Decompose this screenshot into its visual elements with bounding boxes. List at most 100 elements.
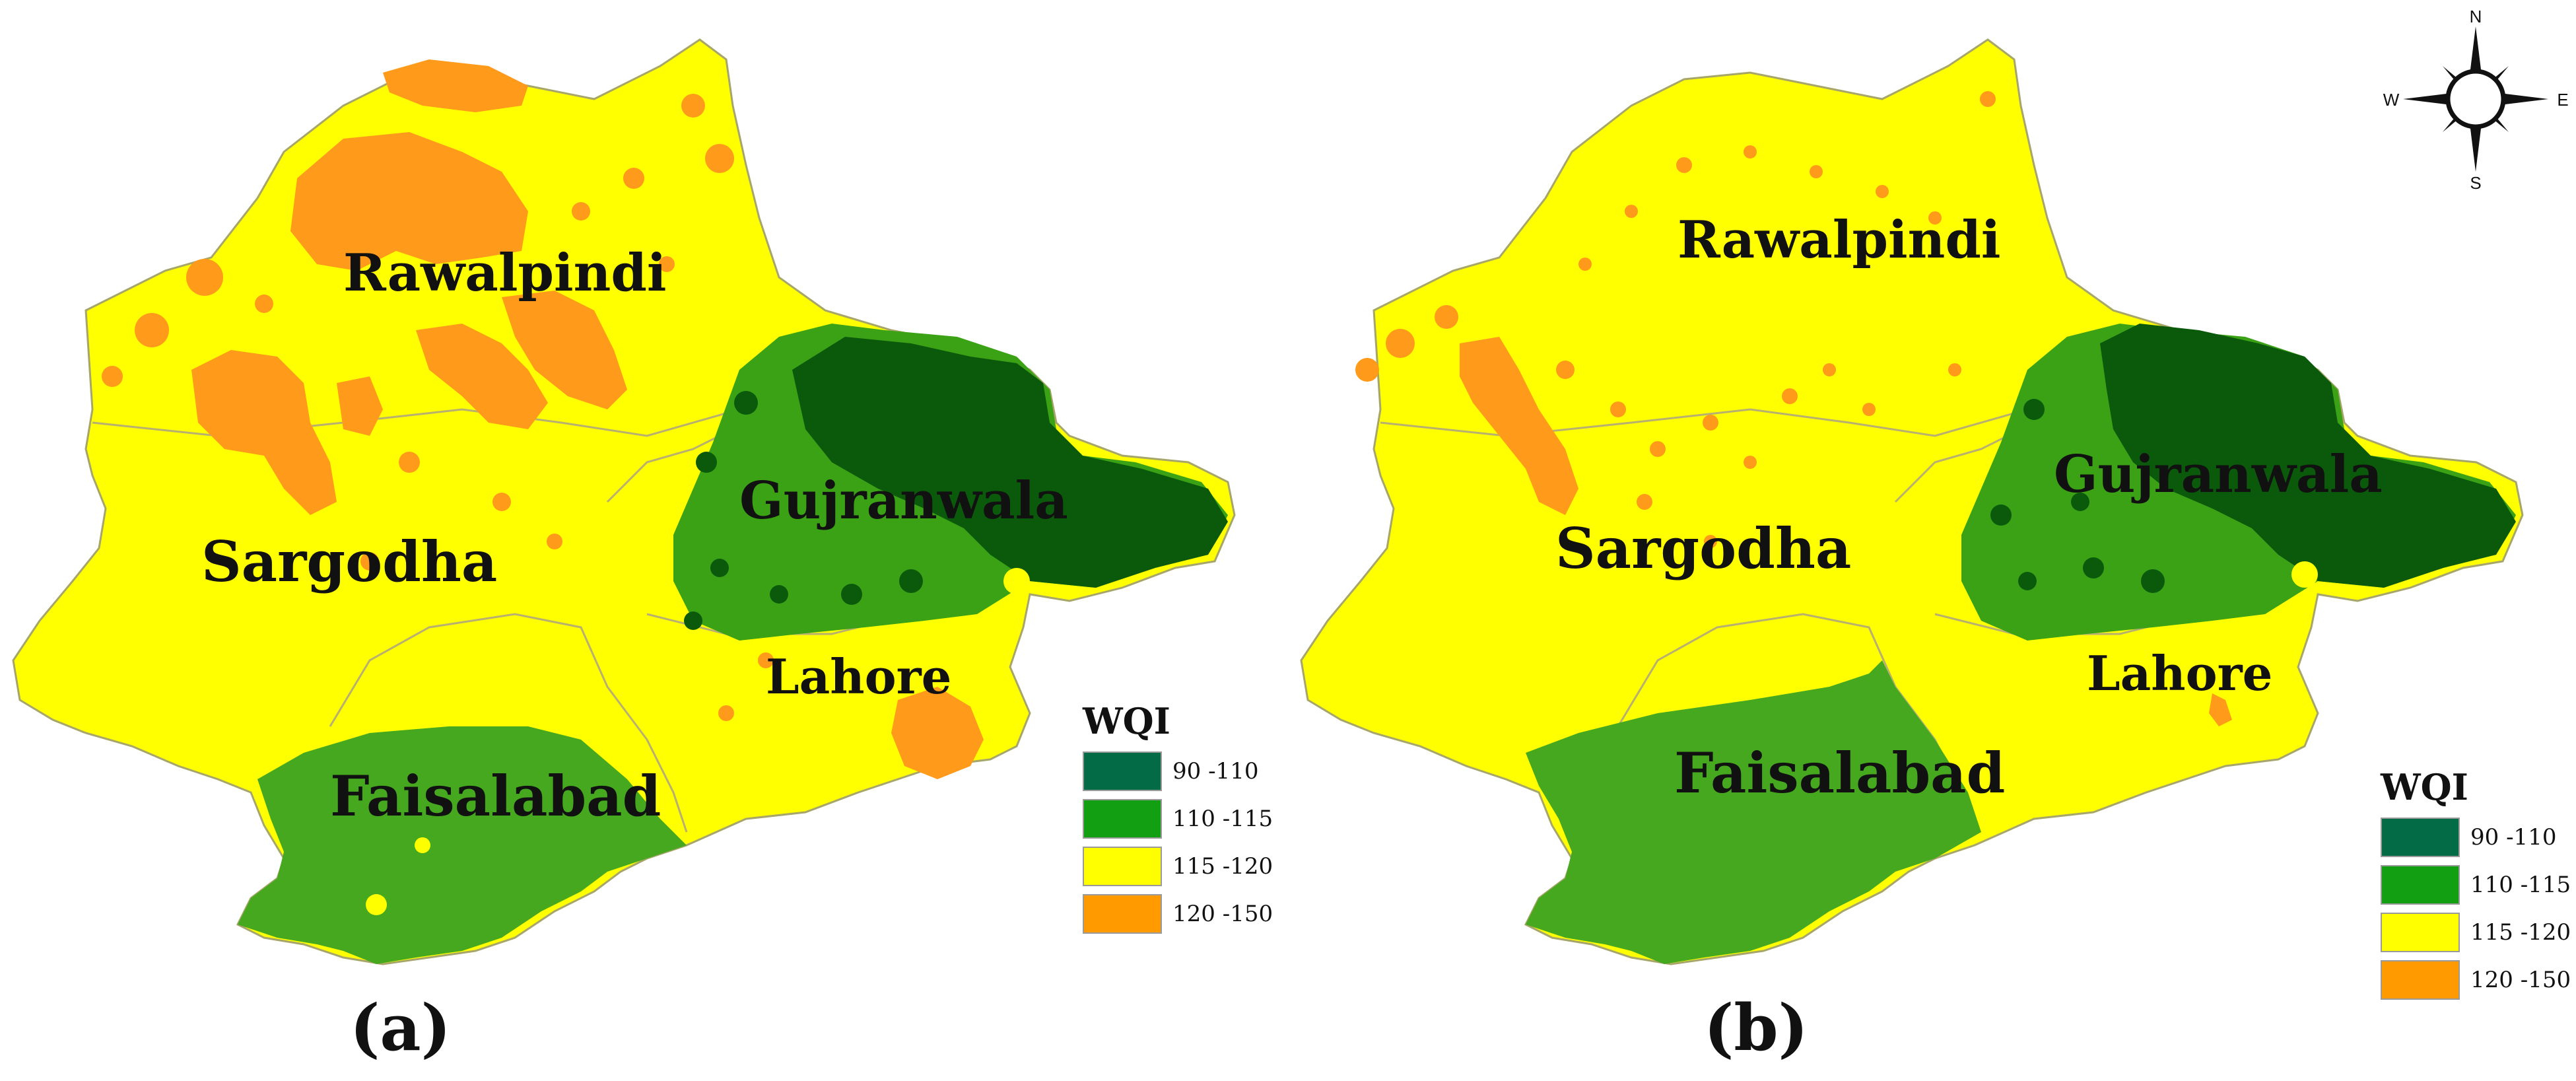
compass-north-label: N (2470, 7, 2482, 26)
wqi-zone-orange-a5 (502, 291, 627, 409)
wqi-zone-orange-a4 (416, 324, 548, 429)
wqi-zone-orange-a6 (891, 687, 984, 779)
legend-item-a-2: 110 -115 (1083, 799, 1273, 839)
legend-item-a-1: 90 -110 (1083, 751, 1273, 791)
wqi-spot-orange-a3 (705, 144, 734, 173)
legend-swatch-a-1 (1083, 751, 1162, 791)
compass-rose-icon: N S W E (2383, 7, 2569, 193)
wqi-spot-orange-b9 (1782, 388, 1798, 404)
wqi-map-b: Rawalpindi Sargodha Gujranwala Lahore Fa… (1300, 38, 2524, 965)
wqi-spot-orange-b14 (1810, 165, 1823, 178)
wqi-zone-orange-a7 (337, 376, 383, 436)
wqi-spot-yellow-a1 (1003, 568, 1030, 594)
wqi-spot-orange-a2 (135, 313, 169, 347)
wqi-spot-orange-a14 (659, 256, 675, 272)
wqi-spot-dark-a6 (899, 569, 923, 593)
wqi-zone-orange-b2 (2209, 693, 2232, 726)
legend-label-a-2: 110 -115 (1172, 806, 1273, 832)
region-label-rawalpindi-b: Rawalpindi (1678, 210, 2001, 270)
wqi-spot-orange-b6 (1650, 441, 1666, 457)
wqi-spot-orange-b15 (1876, 185, 1889, 198)
wqi-spot-orange-a7 (102, 366, 123, 387)
legend-title-a: WQI (1083, 700, 1170, 742)
region-label-lahore-a: Lahore (766, 648, 951, 705)
region-label-faisalabad-a: Faisalabad (330, 763, 661, 829)
wqi-spot-orange-a5 (623, 168, 644, 189)
wqi-spot-dark-b4 (2083, 557, 2104, 578)
wqi-spot-yellow-a2 (415, 837, 430, 853)
wqi-spot-orange-b5 (1610, 401, 1626, 417)
wqi-spot-orange-a12 (758, 652, 774, 668)
legend-label-b-2: 110 -115 (2470, 872, 2571, 898)
wqi-spot-orange-a13 (718, 705, 734, 721)
legend-label-a-1: 90 -110 (1172, 758, 1259, 785)
wqi-spot-dark-b2 (1990, 505, 2012, 526)
wqi-zone-orange-a2 (383, 59, 528, 112)
map-panel-a: Rawalpindi Sargodha Gujranwala Lahore Fa… (12, 38, 1273, 1065)
wqi-spot-orange-a4 (681, 94, 705, 118)
panel-label-a: (a) (350, 991, 452, 1065)
wqi-zone-green-faisalabad-a (238, 726, 687, 964)
region-label-faisalabad-b: Faisalabad (1674, 740, 2005, 806)
legend-label-b-4: 120 -150 (2470, 967, 2571, 993)
wqi-spot-orange-b12 (1676, 157, 1692, 173)
legend-swatch-b-3 (2381, 913, 2460, 952)
wqi-spot-orange-b22 (1948, 363, 1961, 376)
legend-swatch-b-2 (2381, 865, 2460, 905)
legend-a: WQI 90 -110 110 -115 115 -120 120 -150 (1083, 700, 1273, 942)
wqi-spot-orange-b2 (1435, 305, 1458, 329)
wqi-spot-orange-a6 (572, 202, 590, 221)
legend-item-b-2: 110 -115 (2381, 865, 2571, 905)
wqi-zone-orange-a1 (290, 132, 528, 271)
wqi-spot-dark-a4 (770, 585, 788, 604)
wqi-spot-dark-b1 (2023, 399, 2045, 420)
wqi-spot-orange-b20 (1637, 494, 1652, 510)
wqi-zone-darkgreen-gujranwala-b (2100, 324, 2516, 588)
legend-item-a-4: 120 -150 (1083, 894, 1273, 934)
wqi-spot-orange-b7 (1703, 415, 1718, 431)
wqi-spot-orange-b11 (1862, 403, 1876, 416)
wqi-spot-orange-a15 (255, 295, 273, 313)
map-panel-b: Rawalpindi Sargodha Gujranwala Lahore Fa… (1288, 0, 2576, 1081)
legend-item-b-3: 115 -120 (2381, 913, 2571, 952)
wqi-spot-orange-b10 (1823, 363, 1836, 376)
legend-swatch-a-4 (1083, 894, 1162, 934)
legend-swatch-b-4 (2381, 960, 2460, 1000)
wqi-spot-orange-b21 (1704, 535, 1717, 548)
compass-west-label: W (2383, 90, 2400, 110)
wqi-spot-dark-b5 (2141, 569, 2165, 593)
region-label-gujranwala-a: Gujranwala (739, 471, 1068, 531)
legend-swatch-a-2 (1083, 799, 1162, 839)
wqi-spot-orange-b16 (1928, 211, 1942, 225)
region-label-rawalpindi-a: Rawalpindi (343, 243, 667, 303)
wqi-spot-yellow-a3 (366, 894, 387, 915)
wqi-zone-darkgreen-gujranwala-a (792, 337, 1228, 588)
wqi-spot-dark-a7 (684, 611, 702, 630)
wqi-spot-dark-b3 (2018, 572, 2037, 590)
district-border-a2 (329, 613, 688, 833)
compass-east-label: E (2557, 90, 2568, 110)
legend-label-b-1: 90 -110 (2470, 824, 2557, 851)
wqi-spot-orange-b1 (1386, 329, 1415, 358)
wqi-spot-orange-a1 (186, 259, 223, 296)
wqi-spot-orange-b19 (1578, 258, 1592, 271)
wqi-spot-orange-b4 (1556, 361, 1575, 379)
legend-swatch-b-1 (2381, 818, 2460, 857)
wqi-spot-orange-b13 (1744, 145, 1757, 158)
district-border-b3 (1894, 428, 2021, 503)
legend-item-b-4: 120 -150 (2381, 960, 2571, 1000)
wqi-spot-orange-a11 (360, 552, 379, 571)
legend-label-b-3: 115 -120 (2470, 919, 2571, 946)
wqi-spot-orange-b17 (1980, 91, 1996, 107)
wqi-spot-orange-a9 (492, 493, 511, 511)
wqi-zone-orange-a3 (191, 350, 337, 515)
wqi-spot-orange-b3 (1355, 358, 1379, 382)
wqi-spot-orange-a10 (547, 534, 562, 549)
legend-item-b-1: 90 -110 (2381, 818, 2571, 857)
legend-label-a-3: 115 -120 (1172, 853, 1273, 880)
region-label-lahore-b: Lahore (2087, 645, 2272, 701)
wqi-spot-dark-a3 (710, 559, 729, 577)
wqi-zone-orange-b1 (1460, 337, 1578, 515)
wqi-spot-dark-a1 (734, 391, 758, 415)
